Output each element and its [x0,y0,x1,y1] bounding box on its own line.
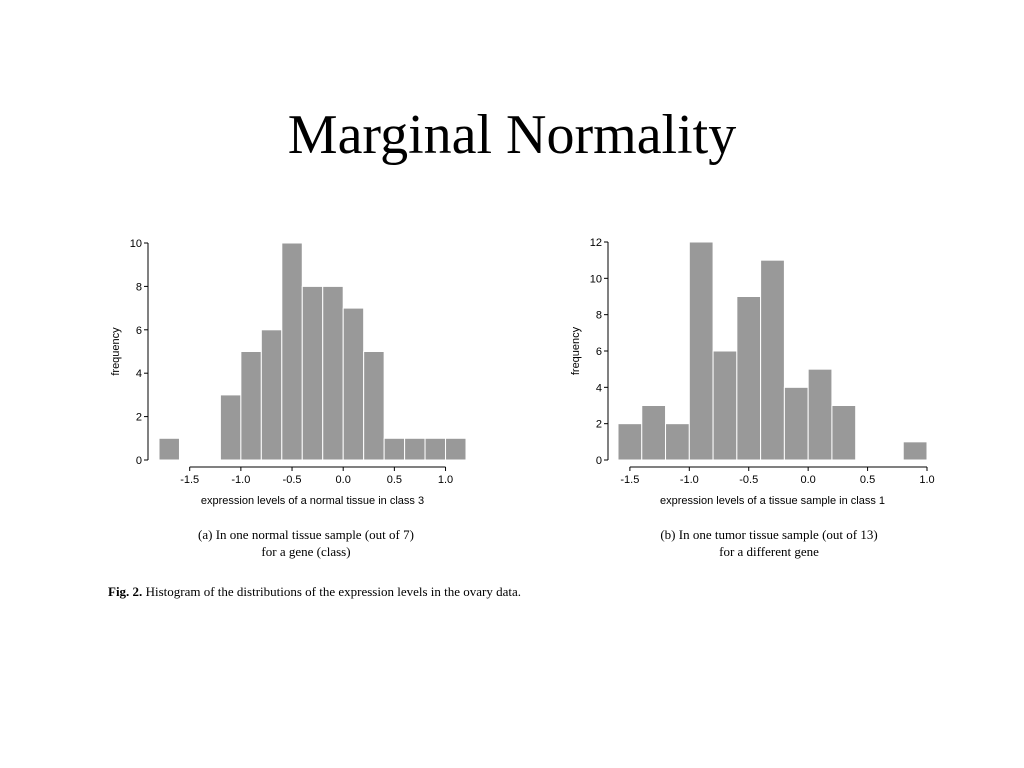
y-tick-label: 8 [136,281,142,293]
y-tick-label: 4 [136,368,142,380]
histogram-bar [736,296,762,461]
y-tick-label: 4 [596,382,602,394]
y-axis-title: frequency [570,326,582,375]
histogram-bar [383,437,406,461]
histogram-bar [281,242,303,461]
histogram-bar [240,351,262,461]
histogram-bar [342,307,365,461]
y-tick-label: 6 [136,325,142,337]
x-tick-label: -1.5 [620,474,639,486]
histogram-bar [301,285,324,461]
histogram-bar [445,437,467,461]
y-tick-label: 8 [596,310,602,322]
subcaption-b-line-2: for a different gene [719,544,819,559]
y-tick-label: 2 [136,412,142,424]
x-tick-label: 0.5 [387,474,402,486]
histogram-bar [665,423,690,461]
histogram-bar [322,285,344,461]
histogram-bar [688,241,714,461]
x-tick-label: 1.0 [919,474,934,486]
slide-title: Marginal Normality [287,104,737,166]
figure-caption: Fig. 2. Histogram of the distributions o… [108,584,521,600]
y-tick-label: 0 [596,455,602,467]
histogram-bar [807,368,833,461]
histogram-bar [260,329,283,461]
histogram-bar [158,437,180,461]
x-tick-label: -0.5 [283,474,302,486]
x-tick-label: -1.0 [231,474,250,486]
histogram-bar [641,405,667,461]
histogram-bar [760,259,785,461]
x-tick-label: 1.0 [438,474,453,486]
histogram-bar [363,351,385,461]
y-axis-title: frequency [110,327,122,376]
histogram-bar [617,423,643,461]
y-tick-label: 2 [596,419,602,431]
histogram-bar [902,441,928,461]
x-axis-title: expression levels of a normal tissue in … [201,495,424,507]
figure-caption-label: Fig. 2. [108,584,143,599]
histogram-bar [404,437,426,461]
histogram-bar [831,405,857,461]
x-tick-label: -1.0 [680,474,699,486]
figure-caption-text: Histogram of the distributions of the ex… [142,584,522,599]
histogram-bar [783,386,809,461]
x-tick-label: -0.5 [739,474,758,486]
x-tick-label: 0.0 [801,474,816,486]
subcaption-b: (b) In one tumor tissue sample (out of 1… [619,526,919,560]
histogram-bar [424,437,447,461]
histogram-chart-normal-tissue: 0 2 4 6 8 10 -1.5 -1.0 -0.5 0.0 0.5 1.0 expression l… [110,238,467,507]
subcaption-b-line-1: (b) In one tumor tissue sample (out of 1… [660,527,878,542]
y-tick-label: 10 [130,238,142,250]
y-tick-label: 6 [596,346,602,358]
x-tick-label: 0.5 [860,474,875,486]
histogram-chart-tumor-tissue: 0 2 4 6 8 10 12 -1.5 -1.0 -0.5 0.0 0.5 1.0 expression… [570,237,935,507]
x-tick-label: -1.5 [180,474,199,486]
subcaption-a: (a) In one normal tissue sample (out of … [156,526,456,560]
y-tick-label: 12 [590,237,602,249]
histogram-bar [712,350,738,461]
x-tick-label: 0.0 [336,474,351,486]
x-axis-title: expression levels of a tissue sample in … [660,495,885,507]
y-tick-label: 10 [590,273,602,285]
y-tick-label: 0 [136,455,142,467]
histogram-bar [219,394,242,461]
subcaption-a-line-2: for a gene (class) [261,544,351,559]
subcaption-a-line-1: (a) In one normal tissue sample (out of … [198,527,414,542]
